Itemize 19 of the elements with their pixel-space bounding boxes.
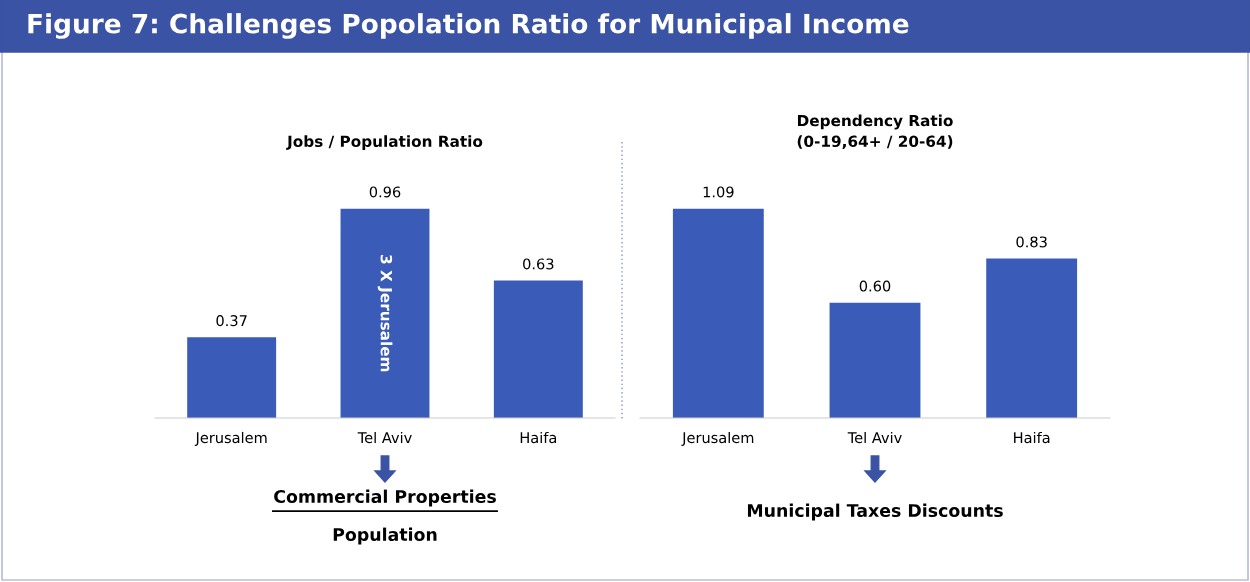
text: Figure 7: Challenges Popolation Ratio for Municipal Income: [28, 13, 909, 39]
x-tick-label: Jerusalem: [681, 431, 754, 446]
chart-title: Dependency Ratio (0-19,64+ / 20-64): [797, 114, 953, 149]
data-label: 0.96: [369, 186, 401, 198]
text: Population: [333, 527, 437, 545]
annotation: 3 X Jerusalem: [377, 255, 393, 372]
data-label: 0.83: [1016, 236, 1047, 248]
chart-title: Jobs / Population Ratio: [286, 135, 483, 150]
x-tick-label: Haifa: [520, 431, 557, 444]
x-tick-label: Tel Aviv: [357, 431, 412, 444]
x-tick-label: Jerusalem: [194, 431, 267, 446]
data-label: 1.09: [703, 186, 734, 198]
data-label: 0.63: [523, 258, 554, 270]
data-label: 0.60: [859, 280, 891, 292]
x-tick-label: Tel Aviv: [847, 431, 902, 444]
text: Municipal Taxes Discounts: [747, 503, 1003, 521]
x-tick-label: Haifa: [1014, 431, 1050, 444]
data-label: 0.37: [216, 315, 247, 327]
text: Commercial Properties: [274, 489, 496, 507]
